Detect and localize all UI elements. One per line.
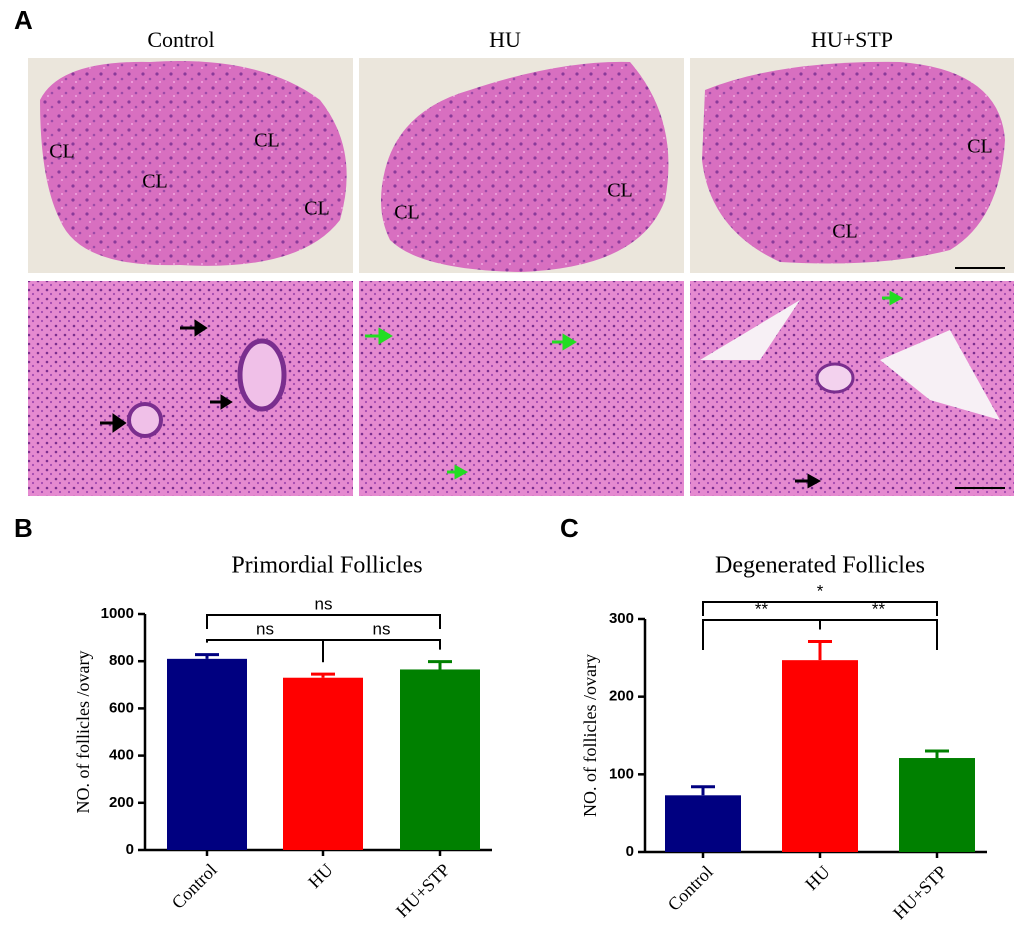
y-tick-label: 400	[109, 747, 134, 764]
y-tick-label: 600	[109, 699, 134, 716]
bar	[782, 660, 858, 852]
error-bar	[311, 672, 335, 678]
significance-bracket	[702, 601, 938, 616]
error-bar	[428, 660, 452, 670]
y-axis-label: NO. of follicles /ovary	[580, 654, 600, 817]
histology-bottom	[28, 281, 1014, 496]
x-tick-label: Control	[168, 860, 221, 913]
y-tick-label: 200	[109, 794, 134, 811]
cl-label: CL	[304, 198, 330, 220]
cl-label: CL	[142, 171, 168, 193]
x-tick-label: HU+STP	[889, 862, 951, 924]
significance-bracket	[206, 614, 441, 629]
y-tick-label: 200	[609, 688, 634, 705]
column-title: HU	[489, 27, 521, 52]
panel-label: B	[14, 513, 33, 543]
histology-top	[28, 58, 1014, 273]
y-tick-label: 100	[609, 765, 634, 782]
x-tick-label: HU	[801, 862, 834, 895]
cl-label: CL	[607, 180, 633, 202]
column-title: Control	[147, 27, 214, 52]
bar	[167, 658, 247, 850]
significance-label: *	[817, 581, 824, 600]
y-tick-label: 0	[626, 843, 634, 860]
bar	[400, 669, 480, 850]
y-tick-label: 800	[109, 652, 134, 669]
column-title: HU+STP	[811, 27, 893, 52]
y-tick-label: 300	[609, 610, 634, 627]
error-bar	[195, 653, 219, 659]
significance-label: ns	[315, 594, 333, 613]
y-tick-label: 0	[126, 841, 134, 858]
chart-title: Degenerated Follicles	[715, 553, 925, 579]
significance-bracket	[819, 619, 938, 650]
significance-label: ns	[256, 619, 274, 638]
cl-label: CL	[394, 202, 420, 224]
bar	[899, 758, 975, 852]
panel-label: A	[14, 5, 33, 35]
x-tick-label: Control	[664, 862, 717, 915]
y-axis-label: NO. of follicles /ovary	[73, 651, 93, 814]
chart-title: Primordial Follicles	[231, 553, 422, 579]
bar	[283, 677, 363, 850]
error-bar	[691, 785, 715, 796]
x-tick-label: HU	[304, 860, 337, 893]
significance-label: **	[755, 599, 769, 618]
panel-label: C	[560, 513, 579, 543]
bar	[665, 795, 741, 852]
significance-bracket	[322, 639, 441, 663]
cl-label: CL	[832, 221, 858, 243]
error-bar	[808, 640, 832, 661]
x-tick-label: HU+STP	[392, 860, 454, 922]
cl-label: CL	[49, 141, 75, 163]
significance-label: ns	[373, 619, 391, 638]
significance-label: **	[872, 599, 886, 618]
error-bar	[925, 749, 949, 759]
cl-label: CL	[967, 136, 993, 158]
cl-label: CL	[254, 130, 280, 152]
y-tick-label: 1000	[101, 605, 134, 622]
significance-bracket	[702, 619, 821, 650]
